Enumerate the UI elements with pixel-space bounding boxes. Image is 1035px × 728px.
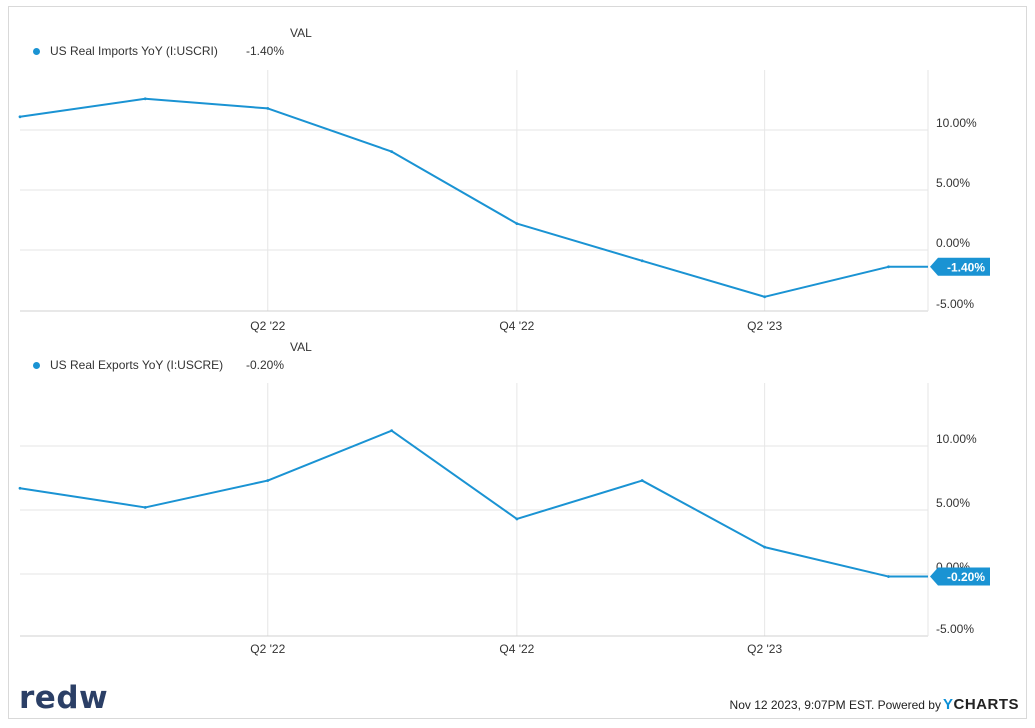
x-tick-label: Q2 '22 — [250, 319, 285, 333]
series-name: US Real Imports YoY (I:USCRI) — [50, 44, 218, 58]
legend-header: VAL — [290, 340, 312, 354]
end-value-label: -0.20% — [947, 570, 985, 584]
legend-header: VAL — [290, 26, 312, 40]
ycharts-logo: YCHARTS — [942, 696, 1019, 713]
series-dot-icon — [33, 361, 40, 369]
end-value-tag — [930, 567, 990, 586]
data-point — [390, 150, 394, 154]
data-point — [390, 429, 394, 433]
y-tick-label: 5.00% — [936, 176, 970, 190]
data-point — [887, 265, 890, 269]
data-point — [18, 486, 22, 490]
series-line — [19, 429, 928, 578]
data-point — [515, 517, 519, 521]
x-tick-label: Q4 '22 — [499, 642, 534, 656]
timestamp: Nov 12 2023, 9:07PM EST. Powered by — [729, 698, 941, 712]
y-tick-label: -5.00% — [936, 622, 974, 636]
data-point — [266, 107, 270, 110]
y-tick-label: 10.00% — [936, 116, 977, 130]
series-name: US Real Exports YoY (I:USCRE) — [50, 358, 224, 372]
data-point — [18, 115, 22, 119]
data-point — [640, 259, 644, 263]
footer-attribution: Nov 12 2023, 9:07PM EST. Powered by YCHA… — [730, 696, 1019, 713]
chart-frame — [8, 6, 1027, 719]
end-value-label: -1.40% — [947, 260, 985, 274]
x-tick-label: Q2 '22 — [250, 642, 285, 656]
y-tick-label: 5.00% — [936, 496, 970, 510]
data-point — [515, 222, 519, 226]
end-value-tag — [930, 257, 990, 276]
redw-logo: redw — [19, 680, 109, 716]
series-value: -0.20% — [246, 358, 285, 372]
series-value: -1.40% — [246, 44, 285, 58]
data-point — [763, 295, 767, 299]
data-point — [143, 97, 147, 101]
x-tick-label: Q2 '23 — [747, 642, 782, 656]
data-point — [143, 506, 147, 509]
data-point — [887, 575, 890, 578]
y-tick-label: 10.00% — [936, 432, 977, 446]
x-tick-label: Q2 '23 — [747, 319, 782, 333]
y-tick-label: -5.00% — [936, 297, 974, 311]
series-dot-icon — [33, 47, 40, 55]
data-point — [266, 479, 270, 482]
series-line — [19, 97, 928, 298]
x-tick-label: Q4 '22 — [499, 319, 534, 333]
data-point — [763, 545, 767, 549]
y-tick-label: 0.00% — [936, 236, 970, 250]
data-point — [640, 479, 644, 482]
